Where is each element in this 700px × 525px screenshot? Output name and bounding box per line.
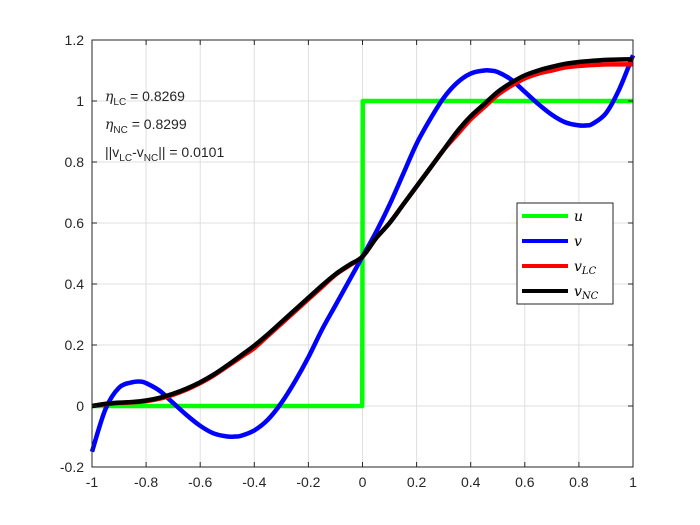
norm-prefix: ||v	[105, 144, 119, 160]
tick-labels: -1 -0.8 -0.6 -0.4 -0.2 0 0.2 0.4 0.6 0.8 1 -0.2 0 0.2…	[60, 32, 637, 490]
norm-value: || = 0.0101	[158, 144, 224, 160]
x-tick-label: -1	[86, 474, 99, 490]
eta-lc-value: = 0.8269	[126, 88, 185, 104]
eta-symbol: η	[105, 117, 114, 133]
y-tick-label: 1.2	[65, 32, 85, 48]
x-tick-label: 0.4	[461, 474, 481, 490]
y-tick-label: 0.4	[65, 276, 85, 292]
x-tick-label: 1	[629, 474, 637, 490]
x-tick-label: -0.8	[134, 474, 158, 490]
metrics-annotation: ηLC = 0.8269 ηNC = 0.8299 ||vLC-vNC|| = …	[105, 88, 224, 164]
series-line-v-nc	[91, 56, 634, 409]
legend-label-v: v	[574, 234, 582, 250]
norm-sub-nc: NC	[144, 153, 158, 164]
y-tick-label: -0.2	[60, 459, 84, 475]
annotation-norm: ||vLC-vNC|| = 0.0101	[105, 144, 224, 164]
x-tick-label: -0.2	[296, 474, 320, 490]
legend-box	[516, 202, 614, 305]
tick-marks	[91, 39, 634, 468]
legend-label-v-lc: vLC	[574, 259, 597, 277]
eta-lc-subscript: LC	[113, 97, 126, 108]
norm-sub-lc: LC	[119, 153, 132, 164]
norm-mid: -v	[132, 144, 144, 160]
eta-nc-value: = 0.8299	[128, 116, 187, 132]
series-layer	[89, 54, 636, 453]
x-tick-label: -0.6	[188, 474, 212, 490]
x-tick-label: 0	[359, 474, 367, 490]
x-tick-label: 0.2	[407, 474, 427, 490]
eta-nc-subscript: NC	[113, 125, 127, 136]
legend: u v vLC vNC	[516, 202, 614, 305]
eta-symbol: η	[105, 89, 114, 105]
y-tick-label: 0.8	[65, 154, 85, 170]
y-tick-label: 0.6	[65, 215, 85, 231]
annotation-eta-lc: ηLC = 0.8269	[105, 88, 185, 108]
y-tick-label: 0	[76, 398, 84, 414]
x-tick-label: 0.8	[569, 474, 589, 490]
legend-label-v-nc: vNC	[574, 284, 599, 302]
annotation-eta-nc: ηNC = 0.8299	[105, 116, 187, 136]
y-tick-label: 0.2	[65, 337, 85, 353]
x-tick-label: 0.6	[515, 474, 535, 490]
legend-label-u: u	[574, 209, 583, 225]
x-tick-label: -0.4	[242, 474, 266, 490]
y-tick-label: 1	[76, 93, 84, 109]
